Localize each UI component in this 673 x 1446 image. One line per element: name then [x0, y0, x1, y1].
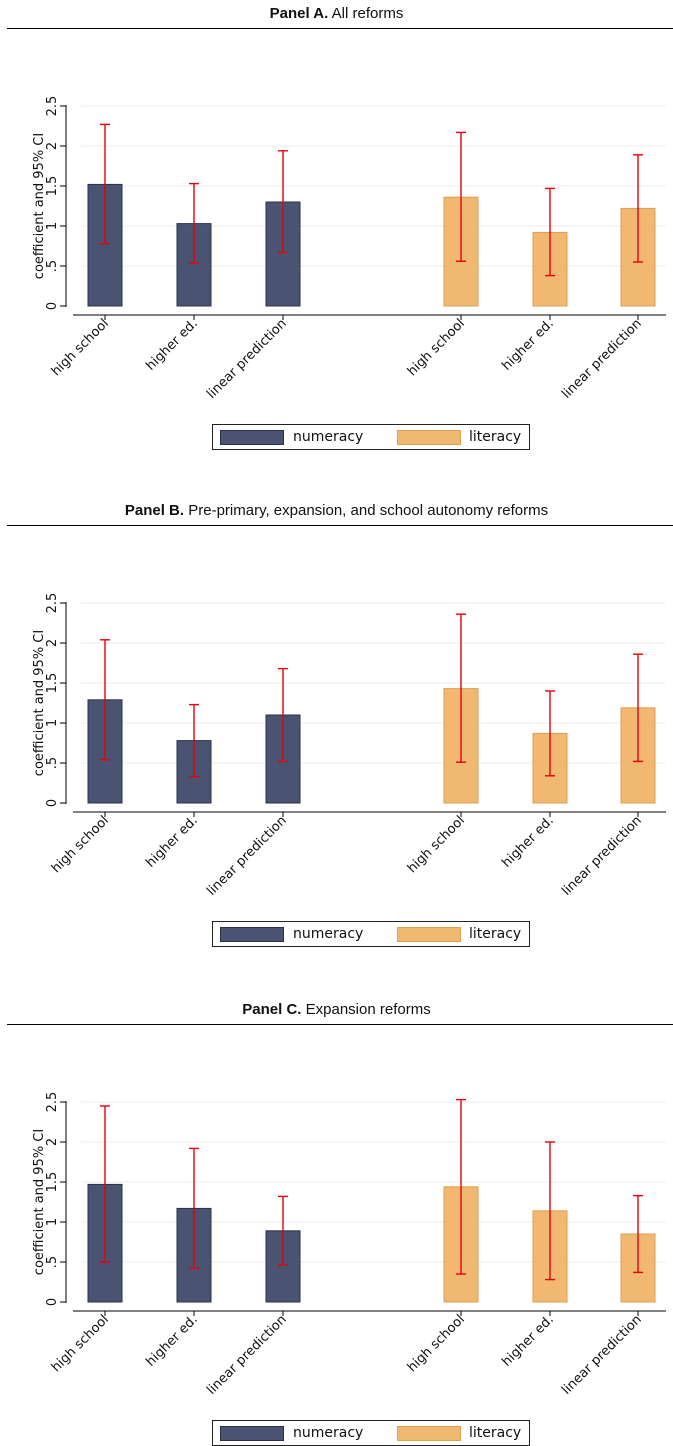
- y-tick-label: 2: [45, 1138, 60, 1146]
- legend-label-literacy: literacy: [469, 429, 522, 445]
- panel-title-bold: Panel A.: [269, 5, 329, 22]
- title-rule: [7, 1024, 673, 1025]
- x-tick-label: higher ed.: [499, 1312, 556, 1369]
- y-tick-label: 0: [45, 1298, 60, 1306]
- y-tick-label: 2.5: [45, 593, 60, 614]
- x-tick-label: higher ed.: [143, 813, 200, 870]
- legend-swatch-numeracy: [220, 1426, 284, 1441]
- y-tick-label: 1: [45, 719, 60, 727]
- legend-swatch-numeracy: [220, 927, 284, 942]
- legend-swatch-literacy: [397, 927, 461, 942]
- y-tick-label: 0: [45, 799, 60, 807]
- panel-title-text: Expansion reforms: [301, 1001, 431, 1018]
- y-tick-label: 1.5: [45, 673, 60, 694]
- x-tick-label: linear prediction: [559, 316, 645, 402]
- legend-label-literacy: literacy: [469, 926, 522, 942]
- panel-title: Panel B. Pre-primary, expansion, and sch…: [0, 502, 673, 519]
- legend: numeracy literacy: [212, 424, 530, 450]
- y-tick-label: 1.5: [45, 1172, 60, 1193]
- y-axis-label: coefficient and 95% CI: [32, 630, 47, 776]
- panel-title-bold: Panel B.: [124, 502, 185, 519]
- panel-chart: 0 .5 1 1.5 2 2.5 coefficient and 95% CI high sc…: [32, 96, 666, 402]
- legend: numeracy literacy: [212, 921, 530, 947]
- x-tick-label: higher ed.: [499, 813, 556, 870]
- y-tick-label: 2: [45, 142, 60, 150]
- panel-title-bold: Panel C.: [242, 1001, 302, 1018]
- legend-swatch-numeracy: [220, 430, 284, 445]
- y-tick-label: 1.5: [45, 176, 60, 197]
- y-tick-label: 2.5: [45, 1092, 60, 1113]
- y-tick-label: 2.5: [45, 96, 60, 117]
- legend-swatch-literacy: [397, 1426, 461, 1441]
- panel-chart: 0 .5 1 1.5 2 2.5 coefficient and 95% CI high sc…: [32, 593, 666, 899]
- y-tick-label: .5: [45, 260, 60, 272]
- x-tick-label: linear prediction: [204, 813, 290, 899]
- x-tick-label: higher ed.: [499, 316, 556, 373]
- x-tick-label: linear prediction: [204, 316, 290, 402]
- panel-title-text: Pre-primary, expansion, and school auton…: [184, 502, 549, 519]
- y-tick-label: 0: [45, 302, 60, 310]
- x-tick-label: high school: [405, 1312, 468, 1375]
- legend: numeracy literacy: [212, 1420, 530, 1446]
- y-tick-label: 1: [45, 222, 60, 230]
- x-tick-label: high school: [49, 1312, 112, 1375]
- y-tick-label: .5: [45, 1256, 60, 1268]
- y-tick-label: 1: [45, 1218, 60, 1226]
- x-tick-label: high school: [49, 813, 112, 876]
- x-tick-label: high school: [405, 316, 468, 379]
- y-axis-label: coefficient and 95% CI: [32, 133, 47, 279]
- panel-chart: 0 .5 1 1.5 2 2.5 coefficient and 95% CI high sc…: [32, 1092, 666, 1398]
- title-rule: [7, 28, 673, 29]
- x-tick-label: linear prediction: [559, 813, 645, 899]
- legend-label-numeracy: numeracy: [293, 1425, 364, 1441]
- title-rule: [7, 525, 673, 526]
- x-tick-label: high school: [49, 316, 112, 379]
- x-tick-label: high school: [405, 813, 468, 876]
- x-tick-label: linear prediction: [559, 1312, 645, 1398]
- x-tick-label: higher ed.: [143, 316, 200, 373]
- panel-title-text: All reforms: [328, 5, 404, 22]
- y-tick-label: .5: [45, 757, 60, 769]
- y-axis-label: coefficient and 95% CI: [32, 1129, 47, 1275]
- panel-title: Panel C. Expansion reforms: [0, 1001, 673, 1018]
- legend-label-numeracy: numeracy: [293, 926, 364, 942]
- panel-title: Panel A. All reforms: [0, 5, 673, 22]
- x-tick-label: higher ed.: [143, 1312, 200, 1369]
- legend-label-literacy: literacy: [469, 1425, 522, 1441]
- y-tick-label: 2: [45, 639, 60, 647]
- legend-swatch-literacy: [397, 430, 461, 445]
- legend-label-numeracy: numeracy: [293, 429, 364, 445]
- x-tick-label: linear prediction: [204, 1312, 290, 1398]
